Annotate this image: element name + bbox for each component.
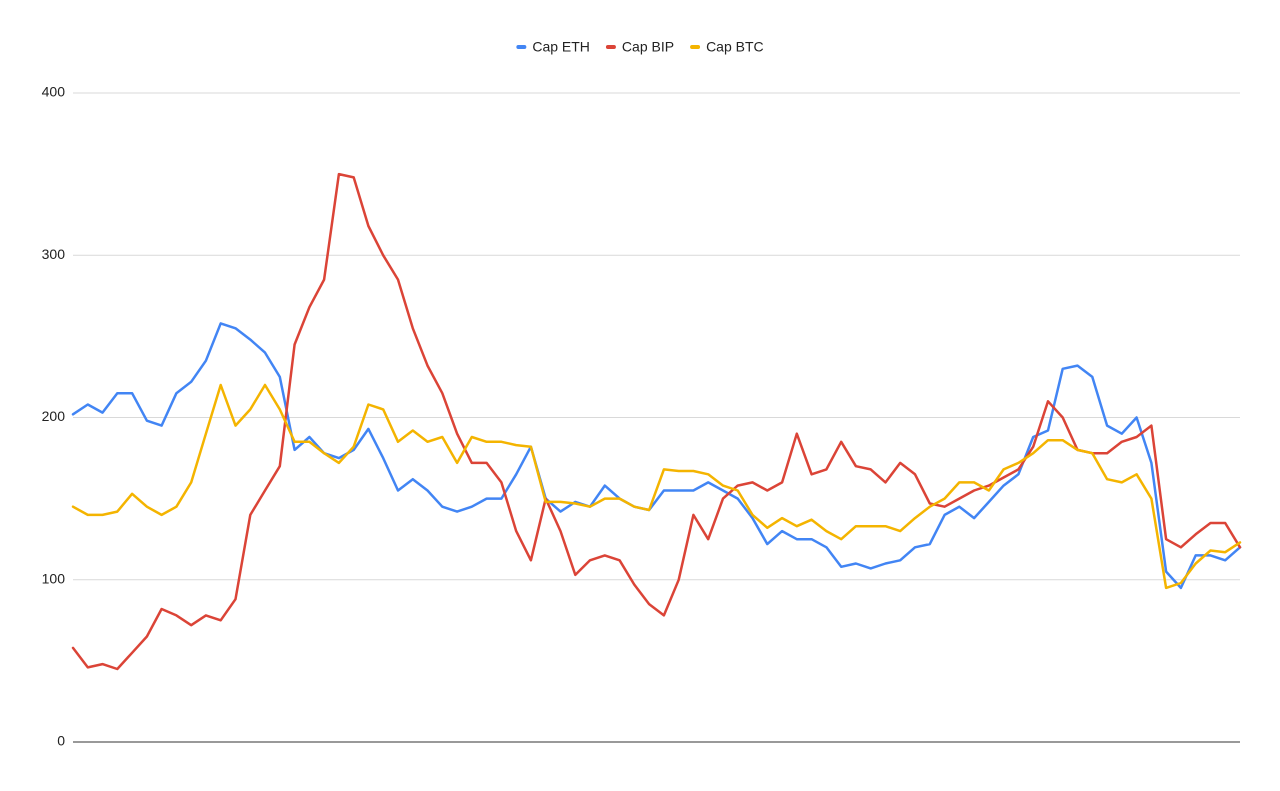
legend-swatch: [516, 45, 527, 49]
legend-swatch: [690, 45, 701, 49]
line-series: [71, 322, 1242, 590]
legend-label: Cap BIP: [622, 39, 674, 55]
y-tick-label: 200: [42, 408, 66, 424]
y-tick-label: 400: [42, 84, 66, 100]
legend-swatch: [605, 45, 616, 49]
line-series: [71, 383, 1242, 590]
legend-label: Cap ETH: [532, 39, 590, 55]
y-tick-label: 0: [57, 733, 65, 749]
line-series: [71, 172, 1242, 671]
legend-label: Cap BTC: [706, 39, 764, 55]
y-tick-label: 300: [42, 246, 66, 262]
y-tick-label: 100: [42, 570, 66, 586]
